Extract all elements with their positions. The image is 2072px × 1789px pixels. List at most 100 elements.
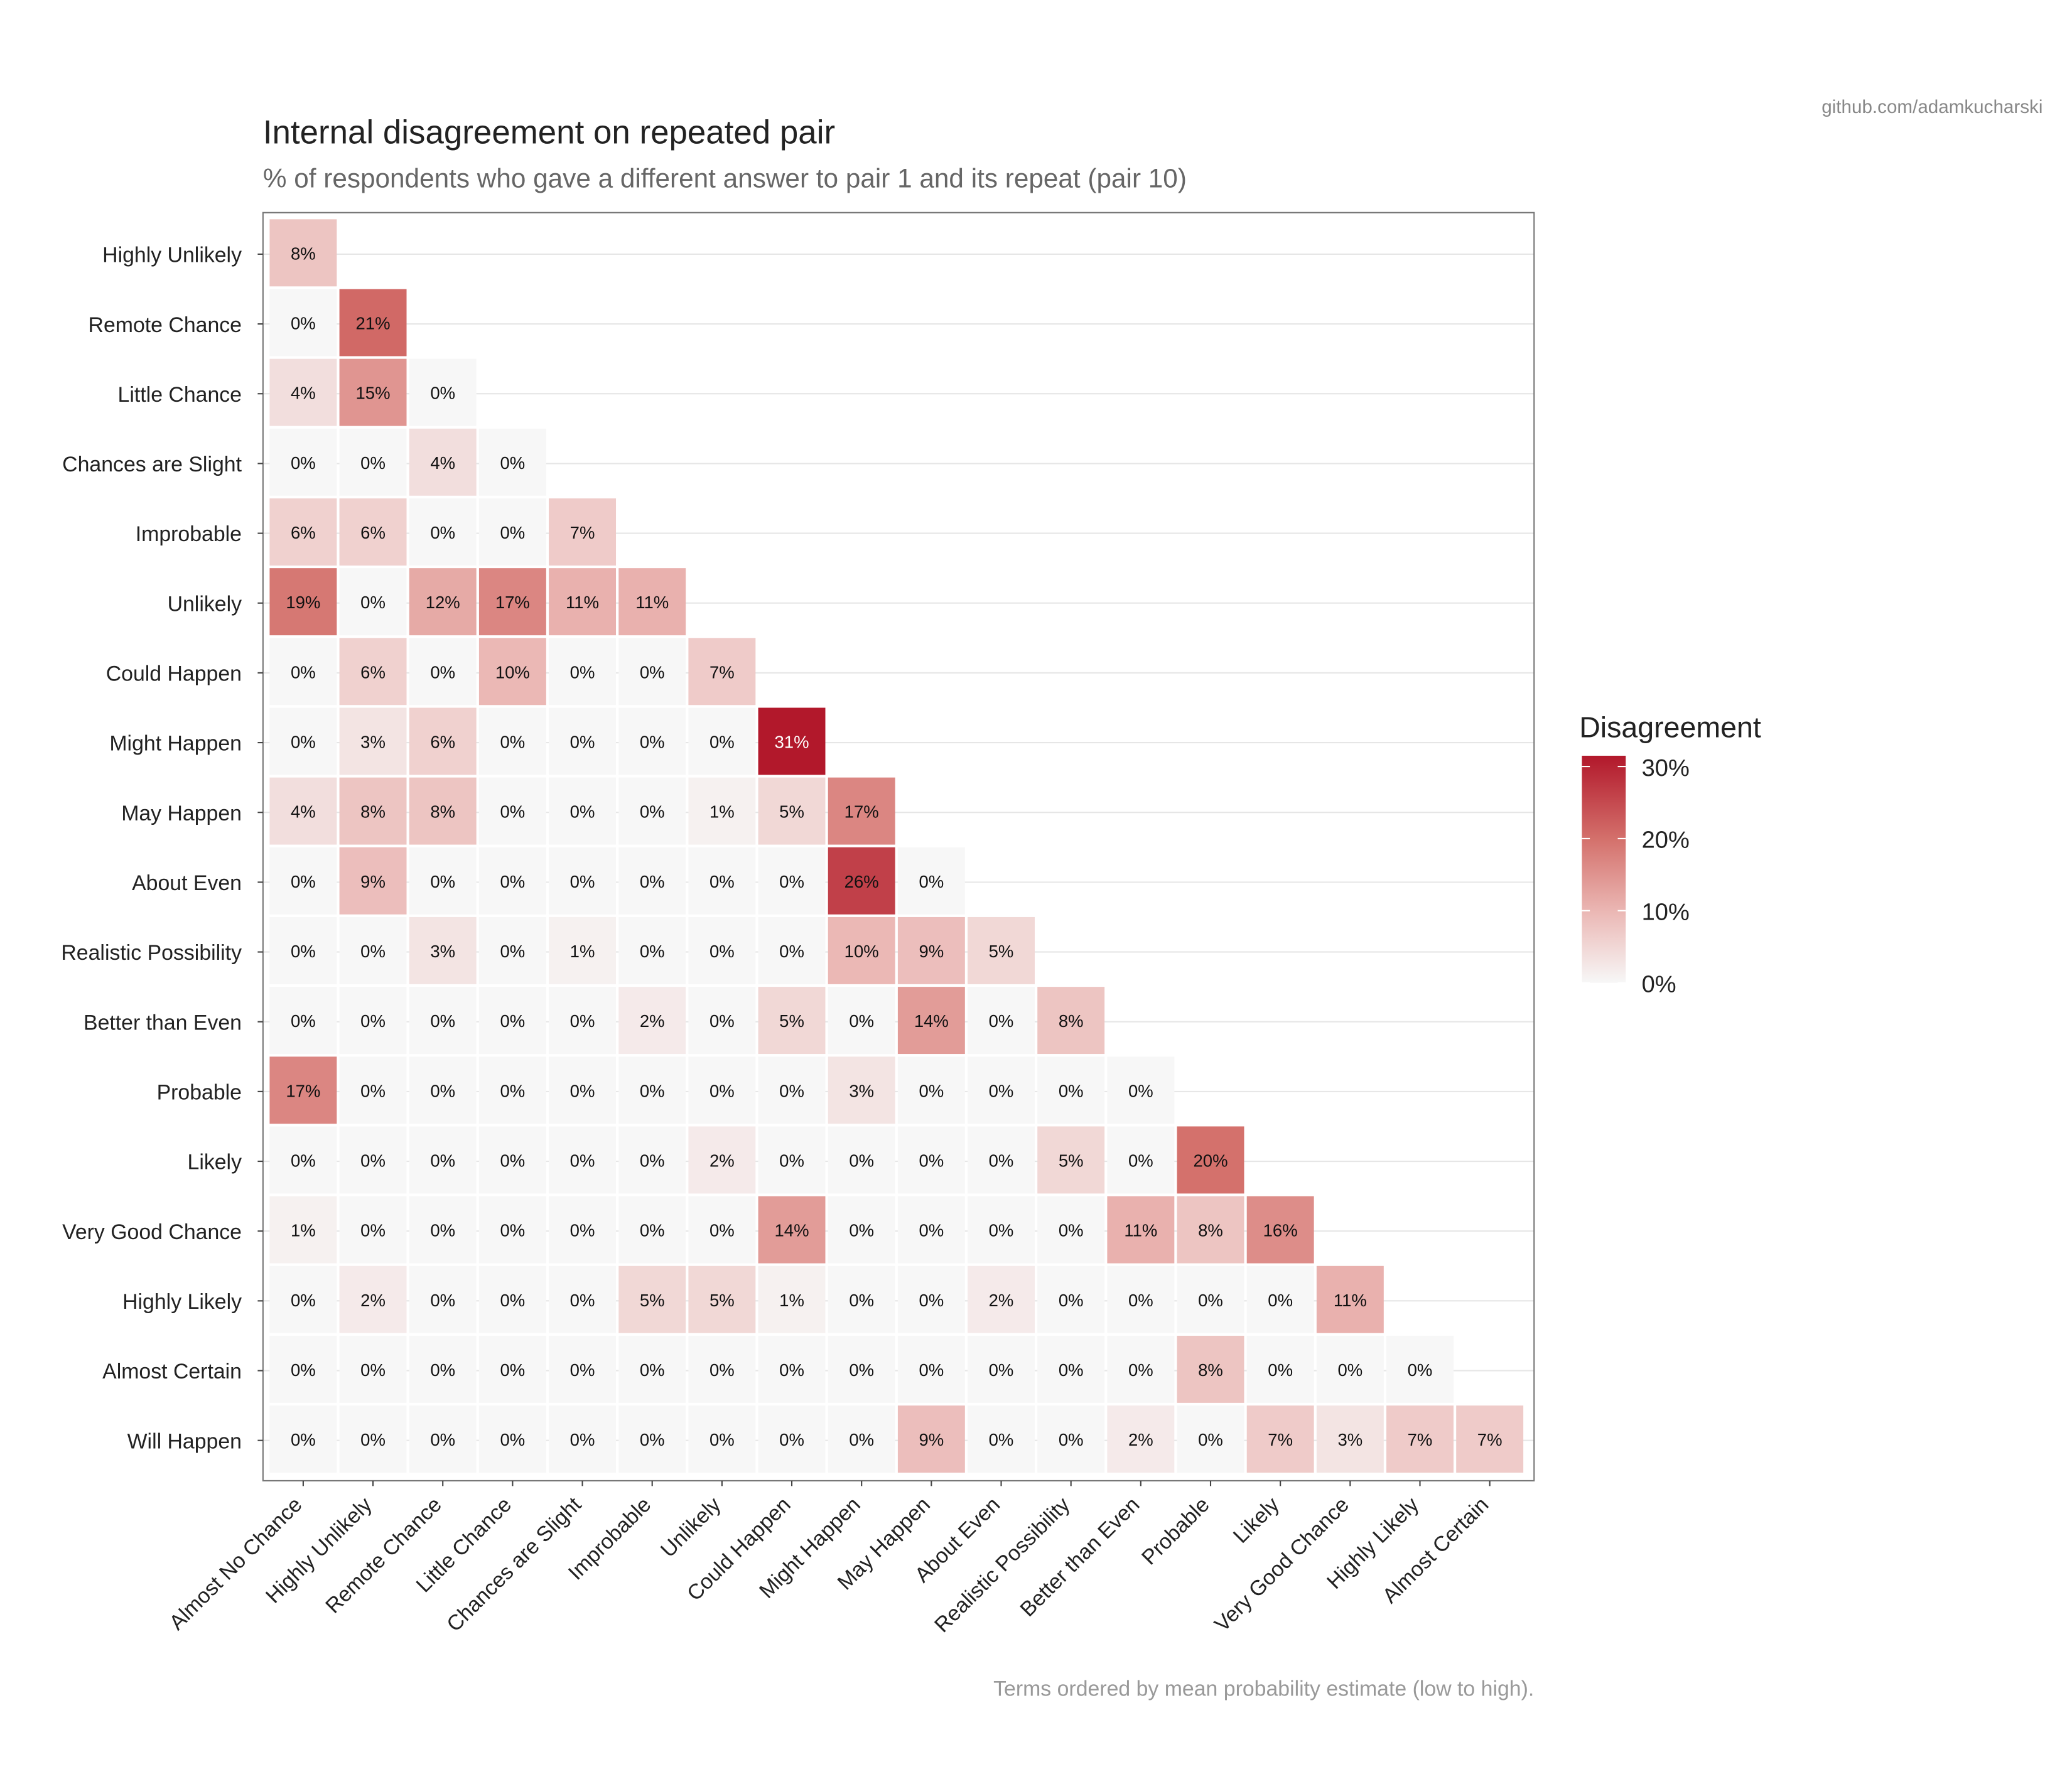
heatmap-cell: [897, 1196, 965, 1264]
cell-label: 0%: [360, 1221, 386, 1240]
cell-label: 0%: [500, 1011, 526, 1031]
cell-label: 0%: [640, 733, 665, 752]
heatmap-cell: [549, 916, 617, 984]
y-tick-label: Could Happen: [106, 662, 242, 686]
heatmap-cell: [1107, 1335, 1175, 1403]
cell-label: 20%: [1193, 1151, 1228, 1170]
cell-label: 5%: [989, 942, 1014, 961]
heatmap-cell: [269, 428, 337, 496]
cell-label: 5%: [1059, 1151, 1084, 1170]
cell-label: 0%: [640, 1430, 665, 1449]
cell-label: 0%: [989, 1430, 1014, 1449]
heatmap-cell: [409, 498, 477, 566]
cell-label: 0%: [291, 314, 316, 333]
cell-label: 4%: [291, 384, 316, 403]
heatmap-cell: [828, 916, 895, 984]
legend-tick-label: 10%: [1642, 900, 1690, 926]
cell-label: 0%: [779, 872, 804, 891]
cell-label: 0%: [640, 1221, 665, 1240]
heatmap-cell: [339, 638, 407, 706]
heatmap-cell: [828, 777, 895, 845]
cell-label: 0%: [291, 1291, 316, 1310]
cell-label: 0%: [989, 1360, 1014, 1380]
cell-label: 0%: [500, 733, 526, 752]
cell-label: 0%: [430, 1291, 455, 1310]
cell-label: 0%: [500, 1151, 526, 1170]
cell-label: 0%: [1128, 1291, 1153, 1310]
cell-label: 0%: [779, 1360, 804, 1380]
cell-label: 0%: [989, 1221, 1014, 1240]
credit-text: github.com/adamkucharski: [1821, 97, 2042, 117]
heatmap-cell: [339, 847, 407, 915]
cell-label: 6%: [291, 523, 316, 542]
cell-label: 4%: [430, 453, 455, 473]
cell-label: 4%: [291, 802, 316, 822]
x-tick-label: Chances are Slight: [442, 1493, 586, 1636]
heatmap-cell: [269, 1265, 337, 1333]
cell-label: 0%: [1128, 1151, 1153, 1170]
heatmap-cell: [549, 1056, 617, 1124]
cell-label: 0%: [291, 1360, 316, 1380]
heatmap-cell: [549, 498, 617, 566]
cell-label: 0%: [919, 1291, 944, 1310]
heatmap-cell: [897, 1126, 965, 1194]
cell-label: 9%: [919, 942, 944, 961]
heatmap-cell: [828, 1405, 895, 1473]
chart-caption: Terms ordered by mean probability estima…: [993, 1677, 1534, 1701]
cell-label: 0%: [570, 1011, 595, 1031]
cell-label: 0%: [430, 1081, 455, 1100]
cell-label: 26%: [844, 872, 879, 891]
cell-label: 0%: [989, 1011, 1014, 1031]
heatmap-cell: [688, 1056, 756, 1124]
cell-label: 0%: [570, 1360, 595, 1380]
heatmap-cell: [478, 1265, 546, 1333]
cell-label: 0%: [779, 1430, 804, 1449]
heatmap-cell: [549, 987, 617, 1055]
cell-label: 0%: [989, 1151, 1014, 1170]
legend-tick-label: 30%: [1642, 755, 1690, 782]
cell-label: 2%: [640, 1011, 665, 1031]
heatmap-cell: [897, 1405, 965, 1473]
heatmap-cell: [409, 916, 477, 984]
heatmap-cell: [269, 1056, 337, 1124]
heatmap-cell: [688, 1196, 756, 1264]
heatmap-cell: [339, 568, 407, 636]
cell-label: 0%: [291, 1151, 316, 1170]
cell-label: 2%: [1128, 1430, 1153, 1449]
cell-label: 0%: [360, 1151, 386, 1170]
y-tick-label: Probable: [157, 1081, 242, 1105]
heatmap-cell: [618, 1405, 686, 1473]
cell-label: 5%: [779, 1011, 804, 1031]
heatmap-cell: [758, 777, 826, 845]
heatmap-cell: [478, 568, 546, 636]
heatmap-cell: [339, 1335, 407, 1403]
heatmap-cell: [758, 707, 826, 775]
cell-label: 0%: [430, 384, 455, 403]
cell-label: 0%: [640, 942, 665, 961]
heatmap-cell: [1246, 1405, 1314, 1473]
cell-label: 3%: [430, 942, 455, 961]
heatmap-cell: [618, 707, 686, 775]
heatmap-cell: [1316, 1335, 1384, 1403]
heatmap-cell: [618, 1126, 686, 1194]
heatmap-cell: [269, 847, 337, 915]
y-axis: Highly Unlikely Remote Chance Little Chanc…: [61, 244, 263, 1453]
cell-label: 17%: [495, 593, 530, 612]
heatmap-cell: [478, 707, 546, 775]
x-tick-label: Probable: [1137, 1493, 1214, 1570]
chart-title: Internal disagreement on repeated pair: [263, 114, 835, 151]
heatmap-cell: [409, 1196, 477, 1264]
cell-label: 0%: [710, 1430, 735, 1449]
heatmap-cell: [549, 777, 617, 845]
heatmap-cell: [409, 1335, 477, 1403]
y-tick-label: Likely: [188, 1151, 242, 1174]
cell-label: 0%: [500, 942, 526, 961]
heatmap-cell: [618, 1265, 686, 1333]
heatmap-cell: [409, 638, 477, 706]
cell-label: 7%: [710, 662, 735, 682]
cell-label: 0%: [291, 453, 316, 473]
y-tick-label: Better than Even: [84, 1011, 242, 1034]
cell-label: 0%: [640, 1081, 665, 1100]
cell-label: 17%: [286, 1081, 320, 1100]
